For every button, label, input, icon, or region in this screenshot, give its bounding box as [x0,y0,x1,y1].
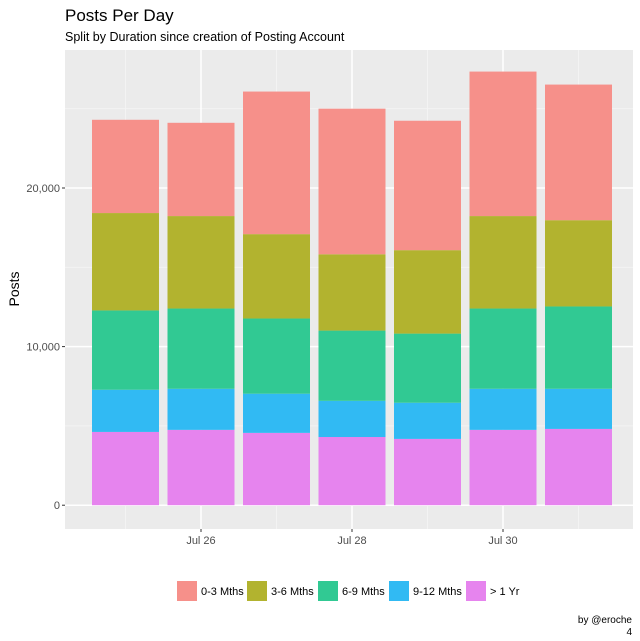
series-9-12-mths [92,388,612,439]
bar-segment [394,250,461,334]
chart-title: Posts Per Day [65,6,174,25]
bar-segment [545,428,612,506]
legend-label: > 1 Yr [490,586,520,598]
legend-item: 3-6 Mths [247,581,314,601]
bar-segment [243,393,310,433]
legend-label: 3-6 Mths [271,586,314,598]
bar-segment [469,71,537,217]
series-0-3-mths [92,71,612,255]
x-tick-label: Jul 30 [488,535,517,547]
bar-segment [167,429,235,506]
bar-segment [545,306,612,389]
bar-segment [469,429,537,506]
bar-segment [318,254,386,331]
bar-segment [318,108,386,255]
bar-segment [243,318,310,394]
bar-segment [92,213,159,311]
bar-segment [92,119,159,214]
y-axis: 0 10,000 20,000 [26,183,65,512]
bars [92,71,612,506]
x-tick-label: Jul 28 [337,535,366,547]
bar-segment [394,333,461,403]
bar-segment [92,310,159,390]
y-tick-label: 20,000 [26,183,60,195]
bar-segment [318,437,386,506]
chart-subtitle: Split by Duration since creation of Post… [65,30,345,44]
bar-segment [92,431,159,506]
bar-segment [243,432,310,506]
legend: 0-3 Mths 3-6 Mths 6-9 Mths 9-12 Mths > 1 Yr [177,581,520,601]
bar-segment [318,400,386,438]
legend-label: 6-9 Mths [342,586,385,598]
x-axis: Jul 26 Jul 28 Jul 30 [186,529,518,547]
bar-segment [545,220,612,307]
series-1-yr [92,428,612,506]
bar-segment [318,330,386,401]
bar-segment [167,122,235,217]
y-tick-label: 10,000 [26,342,60,354]
y-tick-label: 0 [54,500,60,512]
series-3-6-mths [92,213,612,334]
legend-item: > 1 Yr [466,581,520,601]
bar-segment [394,402,461,439]
legend-swatch [247,581,267,601]
caption-page-number: 4 [626,627,632,638]
x-tick-label: Jul 26 [186,535,215,547]
legend-label: 0-3 Mths [201,586,244,598]
bar-segment [243,91,310,235]
y-axis-title: Posts [6,271,22,306]
bar-segment [167,308,235,389]
legend-label: 9-12 Mths [413,586,462,598]
bar-segment [167,388,235,430]
legend-swatch [318,581,338,601]
legend-item: 9-12 Mths [389,581,462,601]
bar-segment [243,234,310,319]
bar-segment [394,438,461,506]
bar-segment [469,216,537,309]
legend-item: 6-9 Mths [318,581,385,601]
bar-segment [394,120,461,251]
legend-swatch [466,581,486,601]
bar-segment [92,389,159,432]
legend-swatch [177,581,197,601]
legend-swatch [389,581,409,601]
bar-segment [545,84,612,221]
bar-segment [545,388,612,429]
bar-segment [167,216,235,309]
legend-item: 0-3 Mths [177,581,244,601]
caption-author: by @eroche [578,615,633,626]
bar-segment [469,388,537,430]
series-6-9-mths [92,306,612,403]
bar-segment [469,308,537,389]
